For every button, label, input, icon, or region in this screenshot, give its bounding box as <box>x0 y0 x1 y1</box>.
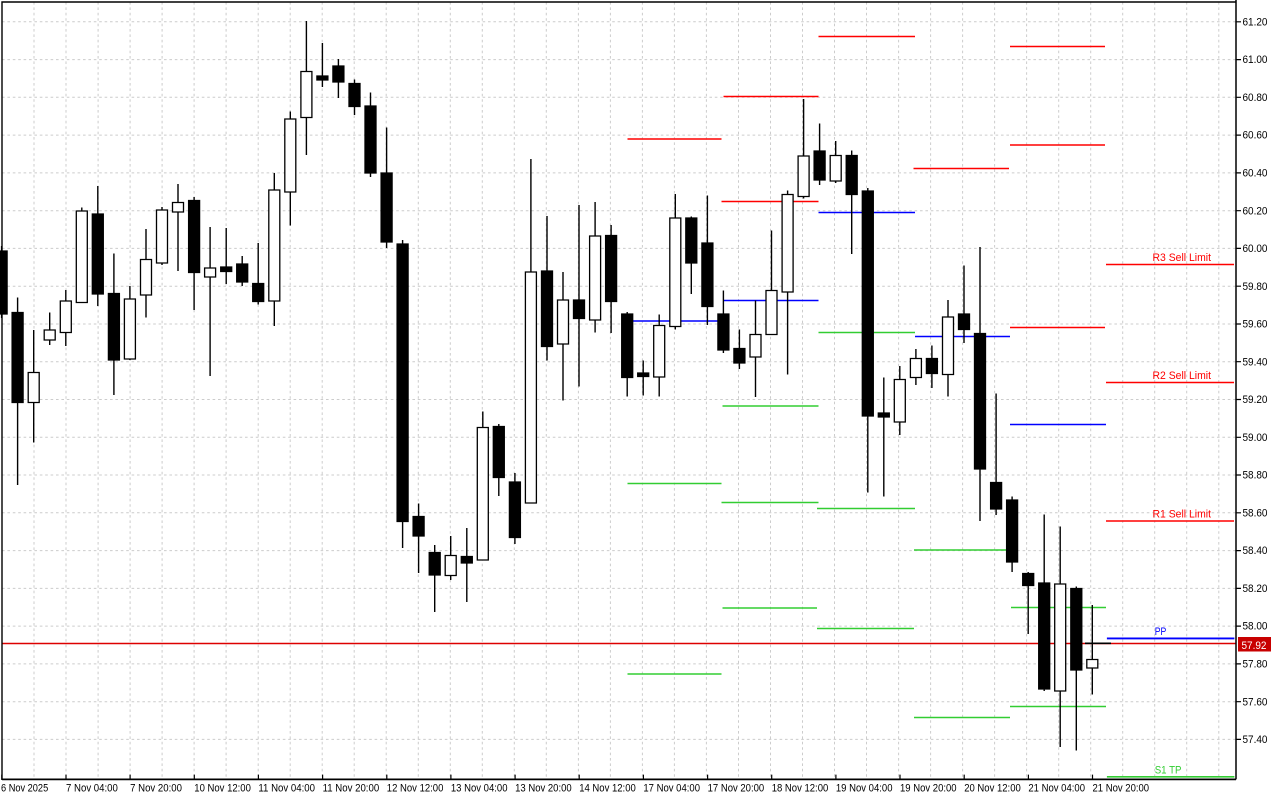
svg-text:61.00: 61.00 <box>1243 54 1268 66</box>
svg-text:14 Nov 12:00: 14 Nov 12:00 <box>579 783 636 795</box>
svg-text:10 Nov 12:00: 10 Nov 12:00 <box>194 783 251 795</box>
svg-text:21 Nov 20:00: 21 Nov 20:00 <box>1093 783 1150 795</box>
svg-text:60.40: 60.40 <box>1243 168 1268 180</box>
svg-text:7 Nov 04:00: 7 Nov 04:00 <box>66 783 118 795</box>
svg-text:59.60: 59.60 <box>1243 319 1268 331</box>
svg-text:60.20: 60.20 <box>1243 205 1268 217</box>
svg-text:57.80: 57.80 <box>1243 659 1268 671</box>
svg-text:18 Nov 12:00: 18 Nov 12:00 <box>772 783 829 795</box>
svg-text:59.80: 59.80 <box>1243 281 1268 293</box>
svg-text:59.00: 59.00 <box>1243 432 1268 444</box>
svg-text:60.00: 60.00 <box>1243 243 1268 255</box>
svg-text:59.40: 59.40 <box>1243 356 1268 368</box>
svg-text:11 Nov 04:00: 11 Nov 04:00 <box>258 783 315 795</box>
svg-text:R1 Sell Limit: R1 Sell Limit <box>1153 509 1212 521</box>
svg-text:19 Nov 04:00: 19 Nov 04:00 <box>836 783 893 795</box>
svg-text:17 Nov 20:00: 17 Nov 20:00 <box>708 783 765 795</box>
svg-text:21 Nov 04:00: 21 Nov 04:00 <box>1028 783 1085 795</box>
svg-text:58.20: 58.20 <box>1243 583 1268 595</box>
svg-text:S1 TP: S1 TP <box>1155 764 1182 776</box>
svg-text:57.60: 57.60 <box>1243 696 1268 708</box>
svg-text:11 Nov 20:00: 11 Nov 20:00 <box>323 783 380 795</box>
svg-text:57.92: 57.92 <box>1242 640 1267 652</box>
svg-text:13 Nov 20:00: 13 Nov 20:00 <box>515 783 572 795</box>
svg-text:58.40: 58.40 <box>1243 545 1268 557</box>
svg-text:6 Nov 2025: 6 Nov 2025 <box>1 783 48 795</box>
svg-text:60.80: 60.80 <box>1243 92 1268 104</box>
svg-text:12 Nov 12:00: 12 Nov 12:00 <box>387 783 444 795</box>
svg-text:60.60: 60.60 <box>1243 130 1268 142</box>
svg-text:17 Nov 04:00: 17 Nov 04:00 <box>643 783 700 795</box>
svg-text:R3 Sell Limit: R3 Sell Limit <box>1153 252 1212 264</box>
svg-text:61.20: 61.20 <box>1243 16 1268 28</box>
svg-text:20 Nov 12:00: 20 Nov 12:00 <box>964 783 1021 795</box>
svg-text:57.40: 57.40 <box>1243 734 1268 746</box>
svg-text:58.60: 58.60 <box>1243 507 1268 519</box>
svg-text:59.20: 59.20 <box>1243 394 1268 406</box>
svg-text:58.80: 58.80 <box>1243 470 1268 482</box>
svg-text:7 Nov 20:00: 7 Nov 20:00 <box>130 783 182 795</box>
svg-text:19 Nov 20:00: 19 Nov 20:00 <box>900 783 957 795</box>
svg-text:58.00: 58.00 <box>1243 621 1268 633</box>
svg-text:13 Nov 04:00: 13 Nov 04:00 <box>451 783 508 795</box>
svg-text:R2 Sell Limit: R2 Sell Limit <box>1153 370 1212 382</box>
svg-text:PP: PP <box>1155 626 1167 638</box>
